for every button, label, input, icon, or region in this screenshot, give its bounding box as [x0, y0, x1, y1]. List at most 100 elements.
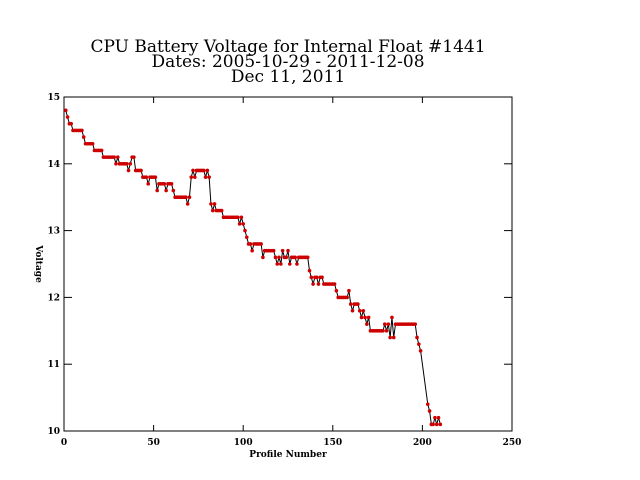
- data-point: [236, 215, 240, 220]
- y-tick-label: 15: [47, 93, 60, 103]
- data-point: [259, 242, 263, 246]
- y-tick-label: 13: [47, 227, 60, 237]
- data-point: [350, 308, 355, 313]
- data-point: [65, 115, 70, 119]
- data-point: [359, 315, 364, 320]
- data-point: [153, 175, 158, 179]
- data-point: [248, 242, 253, 246]
- data-point: [305, 255, 310, 260]
- data-point: [365, 322, 369, 326]
- data-point: [114, 162, 118, 166]
- x-tick-label: 150: [323, 438, 342, 448]
- data-point: [384, 329, 389, 333]
- data-point: [124, 162, 129, 166]
- data-point: [280, 248, 285, 253]
- data-point: [386, 322, 391, 326]
- x-tick-label: 250: [503, 438, 522, 448]
- data-point: [311, 282, 315, 286]
- data-point: [390, 315, 394, 320]
- x-tick-label: 100: [234, 438, 253, 448]
- data-point: [334, 288, 339, 293]
- data-point: [169, 182, 174, 186]
- data-point: [320, 275, 324, 280]
- data-point: [243, 228, 247, 233]
- data-point: [286, 248, 290, 253]
- y-tick-label: 12: [47, 293, 60, 303]
- data-point: [347, 288, 351, 293]
- data-point: [139, 168, 143, 173]
- plot-frame: [63, 96, 513, 432]
- data-point: [171, 188, 176, 193]
- data-point: [348, 302, 353, 306]
- data-point: [90, 141, 95, 146]
- data-point: [244, 235, 249, 240]
- data-point: [307, 268, 312, 273]
- data-point: [210, 208, 215, 213]
- x-axis-label: Profile Number: [249, 450, 327, 460]
- data-point: [284, 255, 289, 260]
- data-point: [293, 255, 297, 260]
- data-point: [155, 188, 159, 193]
- data-point: [261, 255, 265, 260]
- data-point: [69, 121, 73, 126]
- data-point: [415, 335, 419, 340]
- data-line: [65, 110, 441, 427]
- data-point: [189, 175, 194, 179]
- x-tick-label: 50: [147, 438, 160, 448]
- data-point: [128, 162, 133, 166]
- data-point: [99, 148, 104, 153]
- data-point: [164, 188, 168, 193]
- data-point: [366, 315, 371, 320]
- data-point: [80, 128, 84, 133]
- data-point: [144, 175, 149, 179]
- data-point: [126, 168, 131, 173]
- data-point: [112, 155, 116, 159]
- data-point: [357, 308, 362, 313]
- data-point: [436, 415, 441, 420]
- data-point: [209, 202, 213, 206]
- data-point: [185, 202, 190, 206]
- data-point: [295, 262, 299, 266]
- chart-subtitle: Dates: 2005-10-29 - 2011-12-08: [151, 52, 424, 72]
- data-point: [413, 322, 418, 326]
- data-point: [316, 282, 321, 286]
- data-point: [388, 335, 392, 340]
- data-point: [433, 415, 437, 420]
- data-point: [287, 262, 292, 266]
- data-point: [184, 195, 188, 199]
- data-point: [219, 208, 224, 213]
- data-point: [212, 202, 217, 206]
- data-point: [425, 402, 430, 407]
- data-point: [417, 342, 421, 346]
- data-point: [314, 275, 319, 280]
- data-point: [239, 215, 244, 220]
- data-point: [382, 322, 387, 326]
- data-point: [193, 175, 197, 179]
- data-point: [146, 182, 151, 186]
- data-point: [361, 308, 366, 313]
- data-point: [391, 335, 396, 340]
- data-point: [431, 422, 435, 427]
- data-point: [205, 168, 210, 173]
- data-point: [81, 135, 86, 139]
- data-point: [187, 195, 192, 199]
- x-tick-label: 200: [413, 438, 432, 448]
- chart-date: Dec 11, 2011: [231, 67, 345, 87]
- data-point: [277, 255, 281, 260]
- y-tick-label: 11: [47, 360, 60, 370]
- data-point: [356, 302, 360, 306]
- data-point: [207, 175, 211, 179]
- data-point: [418, 349, 423, 353]
- data-point: [309, 275, 314, 280]
- data-point: [434, 422, 439, 427]
- data-point: [427, 409, 432, 413]
- data-point: [162, 182, 167, 186]
- data-point: [275, 262, 280, 266]
- data-point: [132, 155, 136, 159]
- data-point: [203, 175, 208, 179]
- chart-title: CPU Battery Voltage for Internal Float #…: [90, 37, 485, 57]
- data-point: [279, 262, 283, 266]
- y-tick-label: 14: [47, 160, 60, 170]
- data-point: [191, 168, 195, 173]
